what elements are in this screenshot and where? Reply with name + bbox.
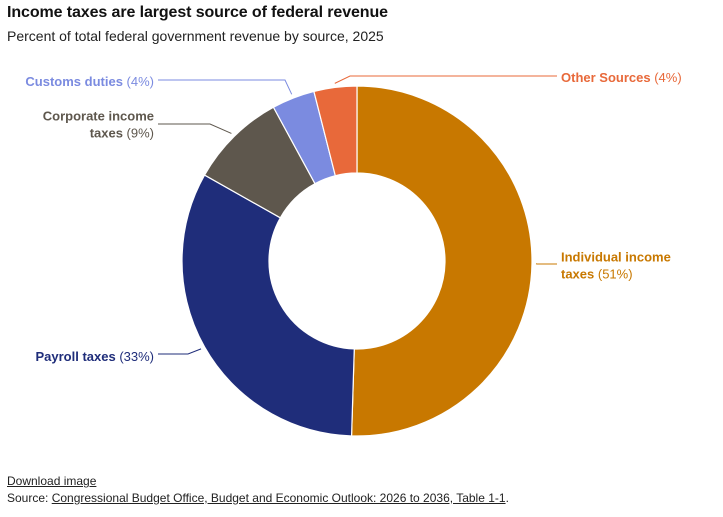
label-pct-individual-income-taxes: (51%) xyxy=(594,267,632,282)
label-other-sources: Other Sources (4%) xyxy=(561,70,682,85)
source-prefix: Source: xyxy=(7,491,52,505)
label-corporate-income-taxes: Corporate income taxes (9%) xyxy=(43,109,154,141)
leader-line-other-sources xyxy=(334,75,557,84)
label-pct-corporate-income-taxes: (9%) xyxy=(123,126,154,141)
chart-subtitle: Percent of total federal government reve… xyxy=(7,28,384,44)
slice-individual-income-taxes xyxy=(350,85,533,437)
label-pct-customs-duties: (4%) xyxy=(123,74,154,89)
chart-title: Income taxes are largest source of feder… xyxy=(7,4,388,21)
label-individual-income-taxes: Individual income taxes (51%) xyxy=(561,250,671,282)
download-image-link[interactable]: Download image xyxy=(7,474,97,488)
source-link[interactable]: Congressional Budget Office, Budget and … xyxy=(51,491,506,505)
leader-line-corporate-income-taxes xyxy=(158,123,232,134)
label-name-payroll-taxes: Payroll taxes xyxy=(35,349,115,364)
label-pct-payroll-taxes: (33%) xyxy=(116,349,154,364)
label-name-individual-income-taxes: Individual income xyxy=(561,250,671,265)
leader-line-payroll-taxes xyxy=(158,348,202,355)
label-payroll-taxes: Payroll taxes (33%) xyxy=(35,349,154,364)
label-name-corporate-income-taxes: Corporate income xyxy=(43,109,154,124)
slice-payroll-taxes xyxy=(181,174,355,437)
label-pct-other-sources: (4%) xyxy=(651,70,682,85)
label-customs-duties: Customs duties (4%) xyxy=(25,74,154,89)
leader-line-customs-duties xyxy=(158,79,293,95)
source-suffix: . xyxy=(505,491,509,505)
label-name-corporate-income-taxes: taxes xyxy=(90,126,123,141)
label-name-customs-duties: Customs duties xyxy=(25,74,123,89)
label-name-individual-income-taxes: taxes xyxy=(561,267,594,282)
source-line: Source: Congressional Budget Office, Bud… xyxy=(7,491,509,505)
label-name-other-sources: Other Sources xyxy=(561,70,651,85)
slice-other-sources xyxy=(313,85,358,177)
